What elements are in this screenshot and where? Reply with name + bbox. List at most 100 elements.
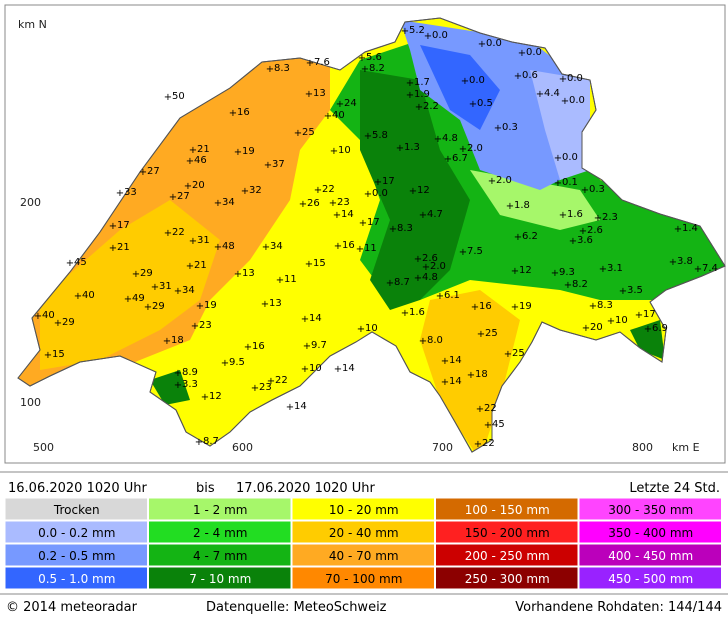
station-marker: + [244, 342, 252, 353]
station-value: 0.0 [562, 152, 578, 163]
station-marker: + [364, 189, 372, 200]
station-value: 40 [332, 110, 345, 121]
station-marker: + [415, 102, 423, 113]
station-marker: + [116, 188, 124, 199]
station-value: 0.0 [569, 95, 585, 106]
station-marker: + [299, 199, 307, 210]
station-marker: + [422, 262, 430, 273]
station-marker: + [163, 336, 171, 347]
station-marker: + [329, 198, 337, 209]
station-marker: + [305, 89, 313, 100]
station-value: 25 [485, 328, 498, 339]
legend-label: 200 - 250 mm [465, 549, 550, 563]
station-value: 6.7 [452, 153, 468, 164]
station-marker: + [234, 147, 242, 158]
station-value: 0.0 [469, 75, 485, 86]
legend-swatch [148, 520, 292, 544]
station-marker: + [569, 236, 577, 247]
station-value: 5.8 [372, 130, 388, 141]
station-marker: + [74, 291, 82, 302]
station-marker: + [469, 99, 477, 110]
station-value: 10 [338, 145, 351, 156]
station-value: 32 [249, 185, 262, 196]
station-value: 34 [222, 197, 235, 208]
station-marker: + [551, 268, 559, 279]
station-value: 12 [519, 265, 532, 276]
station-marker: + [330, 146, 338, 157]
station-marker: + [599, 264, 607, 275]
station-value: 3.6 [577, 235, 593, 246]
station-value: 1.7 [414, 77, 430, 88]
station-value: 34 [182, 285, 195, 296]
station-marker: + [189, 236, 197, 247]
legend-label: 4 - 7 mm [193, 549, 247, 563]
station-marker: + [419, 210, 427, 221]
station-marker: + [356, 244, 364, 255]
station-value: 31 [159, 281, 172, 292]
station-value: 23 [199, 320, 212, 331]
station-marker: + [559, 210, 567, 221]
station-value: 14 [294, 401, 307, 412]
station-marker: + [406, 90, 414, 101]
station-value: 27 [147, 166, 160, 177]
station-marker: + [195, 437, 203, 448]
legend-swatch [578, 566, 722, 590]
station-marker: + [389, 224, 397, 235]
legend-label: 7 - 10 mm [189, 572, 251, 586]
station-marker: + [314, 185, 322, 196]
station-marker: + [301, 314, 309, 325]
station-value: 15 [313, 258, 326, 269]
station-marker: + [564, 280, 572, 291]
station-value: 11 [364, 243, 377, 254]
copyright: © 2014 meteoradar [6, 600, 138, 615]
station-value: 15 [52, 349, 65, 360]
station-marker: + [467, 370, 475, 381]
station-marker: + [518, 48, 526, 59]
legend-label: 300 - 350 mm [608, 503, 693, 517]
station-value: 2.6 [587, 225, 603, 236]
legend-swatch [435, 566, 579, 590]
station-marker: + [386, 278, 394, 289]
station-marker: + [406, 78, 414, 89]
station-marker: + [361, 64, 369, 75]
station-marker: + [264, 160, 272, 171]
station-marker: + [424, 31, 432, 42]
station-marker: + [174, 380, 182, 391]
legend-label: 10 - 20 mm [329, 503, 399, 517]
legend-label: 250 - 300 mm [465, 572, 550, 586]
station-marker: + [306, 58, 314, 69]
station-marker: + [488, 176, 496, 187]
station-marker: + [234, 269, 242, 280]
station-marker: + [554, 178, 562, 189]
station-value: 13 [242, 268, 255, 279]
period-window: Letzte 24 Std. [629, 481, 720, 496]
legend-swatch [4, 497, 148, 521]
axis-label-east: km E [672, 441, 700, 454]
x-tick-label: 600 [232, 441, 253, 454]
period-from: 16.06.2020 1020 Uhr [8, 481, 148, 496]
station-marker: + [305, 259, 313, 270]
station-marker: + [358, 53, 366, 64]
station-marker: + [506, 201, 514, 212]
station-value: 6.1 [444, 290, 460, 301]
station-marker: + [267, 376, 275, 387]
station-value: 1.9 [414, 89, 430, 100]
station-marker: + [294, 128, 302, 139]
station-marker: + [301, 364, 309, 375]
data-source: Datenquelle: MeteoSchweiz [206, 600, 387, 615]
station-value: 0.0 [567, 73, 583, 84]
station-marker: + [461, 76, 469, 87]
station-marker: + [436, 291, 444, 302]
legend-swatch [148, 543, 292, 567]
legend-label: 350 - 400 mm [608, 526, 693, 540]
legend-label: 20 - 40 mm [329, 526, 399, 540]
station-value: 4.8 [442, 133, 458, 144]
station-value: 0.0 [432, 30, 448, 41]
station-value: 1.6 [567, 209, 583, 220]
legend-label: 150 - 200 mm [465, 526, 550, 540]
station-marker: + [607, 316, 615, 327]
station-marker: + [186, 156, 194, 167]
country-border [17, 17, 726, 453]
station-marker: + [401, 26, 409, 37]
